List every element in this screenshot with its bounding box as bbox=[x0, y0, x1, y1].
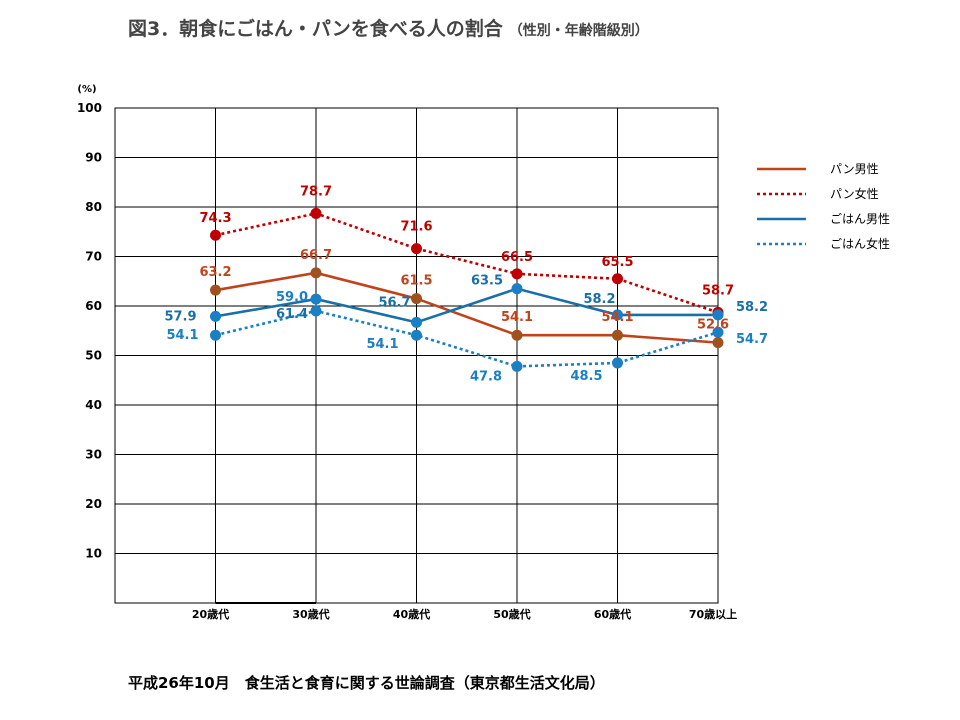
series-line bbox=[215, 287, 718, 324]
y-tick-label: 70 bbox=[85, 250, 102, 264]
y-tick-label: 60 bbox=[85, 299, 102, 313]
data-point bbox=[310, 267, 322, 279]
y-tick-label: 20 bbox=[85, 497, 102, 511]
chart-subtitle: （性別・年齢階級別） bbox=[508, 23, 649, 39]
data-label: 61.5 bbox=[400, 274, 432, 289]
data-label: 57.9 bbox=[164, 309, 196, 324]
data-point bbox=[612, 357, 623, 369]
data-point bbox=[612, 273, 623, 285]
x-tick-label: 70歳以上 bbox=[689, 607, 737, 621]
x-tick-label: 30歳代 bbox=[292, 607, 329, 621]
data-point bbox=[210, 329, 221, 341]
data-label: 58.2 bbox=[736, 300, 768, 315]
y-axis-label: (%) bbox=[77, 84, 96, 95]
legend-label: ごはん女性 bbox=[830, 236, 890, 251]
data-point bbox=[511, 268, 523, 280]
series-line bbox=[215, 309, 719, 368]
data-point bbox=[612, 329, 623, 341]
data-label: 58.2 bbox=[583, 292, 615, 307]
data-label: 52.6 bbox=[697, 318, 729, 333]
data-point bbox=[310, 305, 322, 317]
y-tick-label: 10 bbox=[85, 547, 102, 561]
data-point bbox=[411, 316, 422, 328]
data-label: 54.1 bbox=[601, 310, 633, 325]
y-tick-label: 100 bbox=[77, 101, 102, 115]
data-point bbox=[612, 309, 623, 321]
chart-title: 図3．朝食にごはん・パンを食べる人の割合 （性別・年齢階級別） bbox=[128, 14, 649, 41]
data-label: 65.5 bbox=[601, 255, 633, 270]
y-tick-label: 40 bbox=[85, 398, 102, 412]
data-point bbox=[210, 310, 221, 322]
y-tick-label: 90 bbox=[85, 151, 102, 165]
legend-label: ごはん男性 bbox=[830, 211, 890, 226]
data-label: 56.7 bbox=[378, 295, 410, 310]
series-line bbox=[215, 212, 719, 314]
chart-title-main: 図3．朝食にごはん・パンを食べる人の割合 bbox=[128, 18, 503, 40]
data-label: 48.5 bbox=[570, 369, 602, 384]
data-label: 63.5 bbox=[471, 274, 503, 289]
x-tick-label: 60歳代 bbox=[594, 607, 631, 621]
x-tick-label: 40歳代 bbox=[393, 607, 430, 621]
data-label: 59.0 bbox=[276, 290, 308, 305]
data-point bbox=[411, 243, 422, 255]
series-line bbox=[215, 271, 719, 344]
data-point bbox=[511, 283, 523, 295]
data-point bbox=[210, 229, 221, 241]
data-label: 63.2 bbox=[199, 265, 231, 280]
data-point bbox=[511, 329, 523, 341]
data-label: 74.3 bbox=[199, 211, 231, 226]
data-point bbox=[411, 329, 422, 341]
data-point bbox=[712, 326, 724, 338]
data-label: 66.5 bbox=[501, 250, 533, 265]
data-label: 78.7 bbox=[300, 184, 332, 199]
source-note: 平成26年10月 食生活と食育に関する世論調査（東京都生活文化局） bbox=[128, 674, 605, 692]
data-point bbox=[712, 309, 724, 321]
legend-label: パン男性 bbox=[830, 162, 879, 176]
data-label: 71.6 bbox=[400, 220, 432, 235]
data-label: 66.7 bbox=[300, 248, 332, 263]
legend-label: パン女性 bbox=[830, 186, 879, 201]
x-tick-label: 20歳代 bbox=[192, 607, 229, 621]
data-point bbox=[310, 293, 322, 305]
y-tick-label: 50 bbox=[85, 349, 102, 363]
data-point bbox=[712, 337, 724, 349]
data-point bbox=[411, 293, 422, 305]
data-label: 58.7 bbox=[702, 283, 734, 298]
data-label: 54.7 bbox=[736, 332, 768, 347]
data-label: 54.1 bbox=[166, 328, 198, 343]
data-label: 61.4 bbox=[276, 307, 308, 322]
data-point bbox=[310, 207, 322, 219]
data-point bbox=[511, 360, 523, 372]
y-tick-label: 30 bbox=[85, 448, 102, 462]
data-label: 54.1 bbox=[501, 310, 533, 325]
data-point bbox=[210, 284, 221, 296]
data-label: 54.1 bbox=[366, 337, 398, 352]
x-tick-label: 50歳代 bbox=[493, 607, 530, 621]
y-tick-label: 80 bbox=[85, 200, 102, 214]
data-label: 47.8 bbox=[470, 369, 502, 384]
